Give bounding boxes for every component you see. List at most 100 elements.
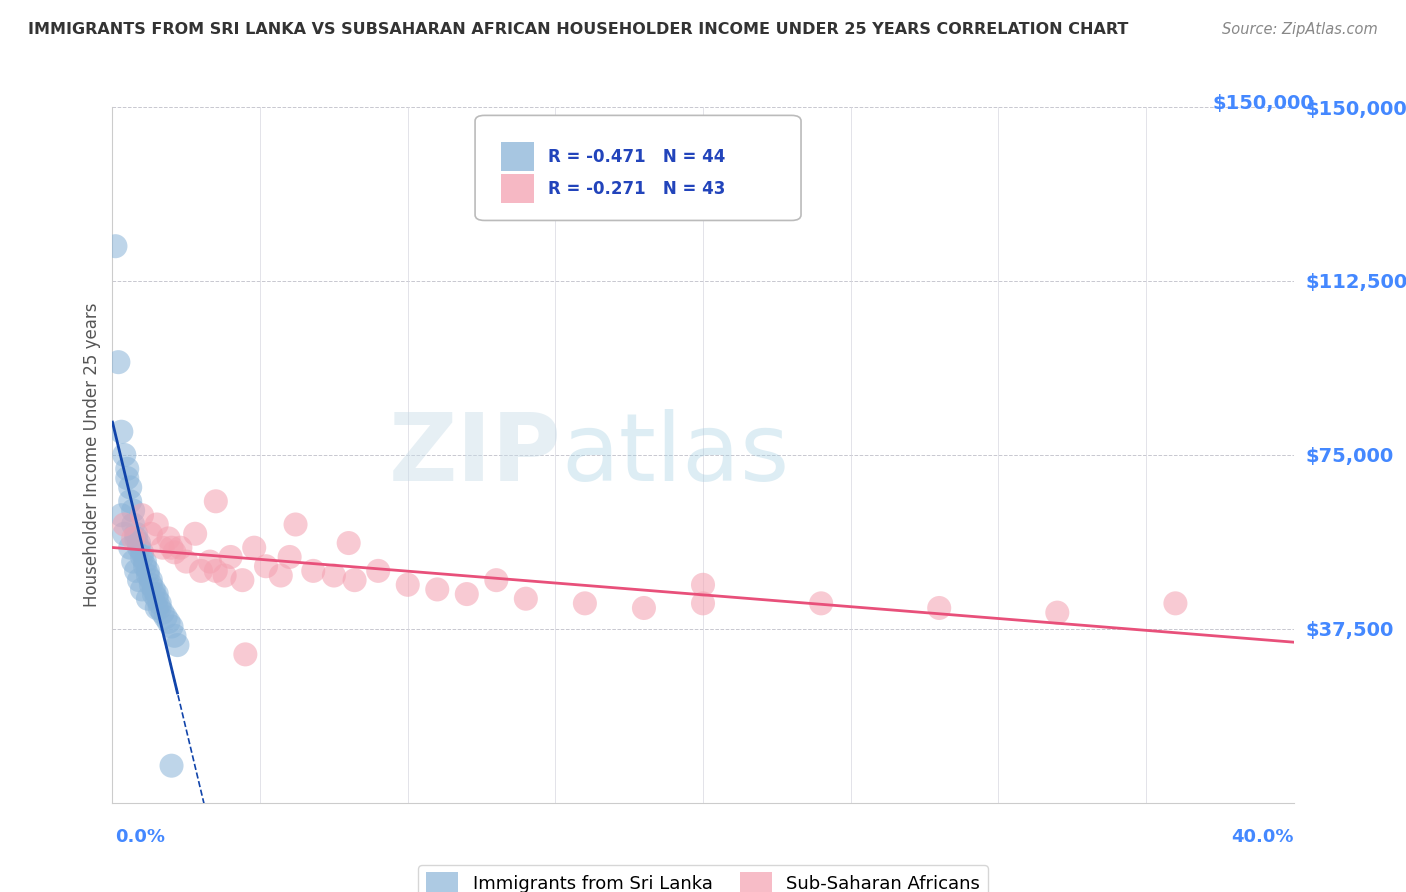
Point (198, 555, 221, 569)
Point (142, 587, 165, 601)
Point (131, 508, 153, 523)
Point (107, 355, 129, 369)
Point (254, 559, 277, 574)
Point (284, 517, 307, 532)
Point (633, 601, 655, 615)
Point (149, 601, 172, 615)
Point (219, 549, 242, 564)
Point (136, 564, 159, 578)
Point (146, 517, 169, 532)
Point (160, 541, 183, 555)
Point (152, 541, 174, 555)
Point (692, 578, 714, 592)
Point (131, 545, 153, 559)
Point (136, 568, 159, 582)
Point (142, 582, 165, 597)
Point (128, 573, 150, 587)
Point (122, 555, 145, 569)
Point (117, 462, 138, 476)
Point (692, 596, 714, 610)
Point (574, 596, 596, 610)
Point (149, 596, 172, 610)
Y-axis label: Householder Income Under 25 years: Householder Income Under 25 years (83, 302, 101, 607)
Point (110, 508, 132, 523)
Point (146, 587, 169, 601)
Point (125, 526, 148, 541)
Point (174, 555, 197, 569)
Point (139, 573, 162, 587)
Point (169, 541, 191, 555)
Point (184, 526, 207, 541)
Point (337, 536, 360, 550)
Point (205, 494, 228, 508)
Point (157, 615, 180, 629)
Point (163, 629, 186, 643)
Bar (501, 174, 534, 203)
Point (456, 587, 478, 601)
Text: R = -0.471   N = 44: R = -0.471 N = 44 (548, 148, 725, 166)
Point (810, 596, 832, 610)
Point (104, 239, 127, 253)
Point (157, 532, 180, 546)
Bar (501, 142, 534, 171)
Point (146, 591, 169, 606)
Point (205, 564, 228, 578)
Point (139, 526, 162, 541)
Point (120, 541, 142, 555)
Text: R = -0.271   N = 43: R = -0.271 N = 43 (548, 179, 725, 198)
Point (134, 559, 156, 574)
Point (120, 494, 142, 508)
Point (270, 568, 292, 582)
Point (343, 573, 366, 587)
Point (122, 503, 145, 517)
Point (128, 536, 150, 550)
FancyBboxPatch shape (475, 115, 801, 220)
Point (163, 545, 186, 559)
Point (131, 549, 153, 564)
Point (112, 526, 135, 541)
Point (278, 549, 301, 564)
Point (231, 573, 253, 587)
Point (214, 568, 236, 582)
Point (928, 601, 950, 615)
Point (233, 648, 256, 662)
Text: atlas: atlas (561, 409, 790, 501)
Point (136, 591, 159, 606)
Point (1046, 606, 1069, 620)
Text: 0.0%: 0.0% (115, 828, 166, 846)
Point (125, 532, 148, 546)
Point (152, 606, 174, 620)
Point (1164, 596, 1187, 610)
Text: Source: ZipAtlas.com: Source: ZipAtlas.com (1222, 22, 1378, 37)
Point (515, 591, 537, 606)
Point (128, 541, 150, 555)
Point (112, 517, 135, 532)
Point (131, 582, 153, 597)
Point (117, 471, 138, 485)
Point (146, 601, 169, 615)
Point (122, 532, 145, 546)
Point (190, 564, 212, 578)
Text: ZIP: ZIP (388, 409, 561, 501)
Point (134, 555, 156, 569)
Point (396, 578, 419, 592)
Point (166, 638, 188, 652)
Point (122, 517, 145, 532)
Point (323, 568, 346, 582)
Point (120, 480, 142, 494)
Legend: Immigrants from Sri Lanka, Sub-Saharan Africans: Immigrants from Sri Lanka, Sub-Saharan A… (419, 865, 987, 892)
Point (112, 448, 135, 462)
Point (125, 564, 148, 578)
Point (426, 582, 449, 597)
Text: 40.0%: 40.0% (1232, 828, 1294, 846)
Point (139, 578, 162, 592)
Point (243, 541, 266, 555)
Point (160, 758, 183, 772)
Point (485, 573, 508, 587)
Point (302, 564, 325, 578)
Text: $150,000: $150,000 (1213, 94, 1315, 112)
Text: IMMIGRANTS FROM SRI LANKA VS SUBSAHARAN AFRICAN HOUSEHOLDER INCOME UNDER 25 YEAR: IMMIGRANTS FROM SRI LANKA VS SUBSAHARAN … (28, 22, 1129, 37)
Point (155, 610, 177, 624)
Point (160, 619, 183, 633)
Point (110, 425, 132, 439)
